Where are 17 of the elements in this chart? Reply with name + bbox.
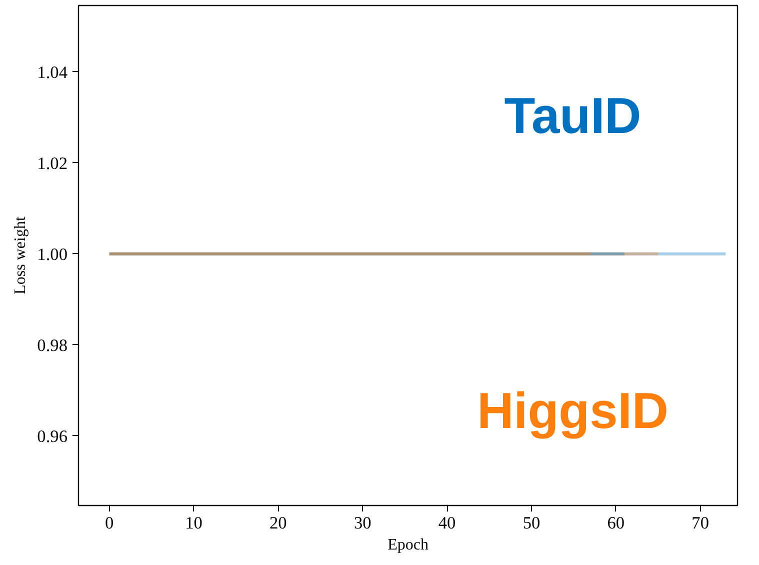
y-tick-label: 1.04	[37, 62, 68, 82]
x-tick-label: 60	[607, 514, 625, 532]
y-tick-label: 0.96	[37, 426, 68, 446]
y-axis-title: Loss weight	[12, 216, 30, 294]
x-tick-label: 10	[185, 514, 202, 532]
y-tick-label: 0.98	[37, 336, 68, 355]
x-tick-label: 50	[522, 514, 540, 532]
x-axis-title: Epoch	[388, 536, 428, 554]
x-tick-label: 0	[104, 514, 114, 532]
text: HiggsID	[477, 382, 668, 439]
text: TauID	[504, 87, 642, 144]
x-tick-label: 40	[438, 514, 456, 532]
y-tick-label: 1.00	[37, 244, 68, 264]
x-tick-label: 20	[270, 514, 287, 532]
x-tick-label: 30	[354, 514, 372, 532]
y-tick-label: 1.02	[37, 154, 68, 173]
x-tick-label: 70	[692, 514, 710, 532]
